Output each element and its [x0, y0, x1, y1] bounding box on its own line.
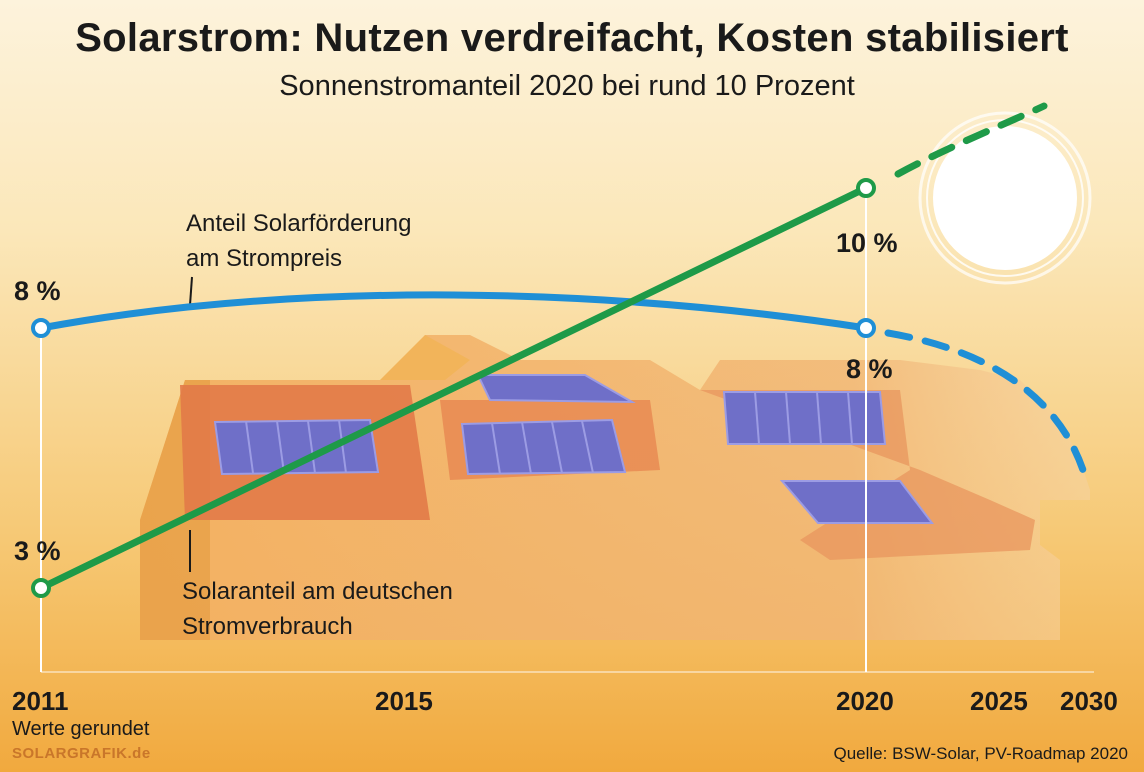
x-tick-2025: 2025 [970, 686, 1028, 716]
sun-icon [918, 111, 1092, 285]
panel-grid-lines [245, 391, 853, 475]
series-projection-solar [894, 102, 1048, 178]
chart-subtitle: Sonnenstromanteil 2020 bei rund 10 Proze… [279, 70, 855, 102]
leader-subsidy [189, 276, 193, 306]
data-point-solar-2011 [31, 578, 51, 598]
chart-title: Solarstrom: Nutzen verdreifacht, Kosten … [75, 16, 1069, 60]
x-tick-2011: 2011 [12, 686, 69, 716]
data-label-subsidy-2020: 8 % [846, 354, 893, 384]
series-label-subsidy-line2: am Strompreis [186, 245, 343, 272]
series-projection-subsidy [884, 329, 1088, 477]
data-point-subsidy-2020 [856, 318, 876, 338]
data-label-solar-2011: 3 % [14, 536, 61, 566]
x-tick-2015: 2015 [375, 686, 433, 716]
brand-logo: SOLARGRAFIK.de [12, 745, 151, 762]
source-note: Quelle: BSW-Solar, PV-Roadmap 2020 [833, 744, 1128, 763]
x-tick-2020: 2020 [836, 686, 894, 716]
data-label-solar-2020: 10 % [836, 228, 898, 258]
data-point-solar-2020 [856, 178, 876, 198]
data-point-subsidy-2011 [31, 318, 51, 338]
series-label-subsidy: Anteil Solarförderung am Strompreis [186, 206, 411, 276]
footnote: Werte gerundet [12, 718, 150, 740]
series-label-subsidy-line1: Anteil Solarförderung [186, 210, 412, 237]
series-label-solar: Solaranteil am deutschen Stromverbrauch [182, 574, 453, 644]
x-tick-2030: 2030 [1060, 686, 1118, 716]
data-label-subsidy-2011: 8 % [14, 276, 61, 306]
series-line-subsidy [37, 291, 870, 332]
series-line-solar [37, 184, 870, 592]
series-label-solar-line1: Solaranteil am deutschen [182, 578, 453, 605]
series-label-solar-line2: Stromverbrauch [182, 613, 353, 640]
